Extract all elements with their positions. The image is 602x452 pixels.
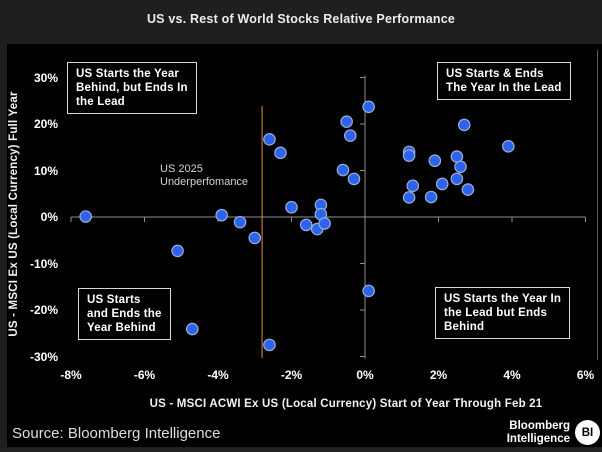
x-tick-label: -6% (133, 368, 156, 382)
y-tick-label: -10% (29, 256, 58, 271)
y-tick-label: 10% (33, 163, 58, 178)
quadrant-box-top-left: US Starts the Year Behind, but Ends In t… (67, 62, 197, 115)
y-tick-label: 0% (40, 210, 58, 224)
y-tick-label: -20% (29, 303, 58, 317)
source-text: Source: Bloomberg Intelligence (12, 425, 221, 442)
x-tick-label: -8% (60, 368, 82, 382)
title-bar: US vs. Rest of World Stocks Relative Per… (0, 0, 602, 44)
x-tick-label: -2% (280, 368, 303, 382)
y-tick-label: 30% (33, 70, 58, 85)
annotation-us-2025-underperformance: US 2025 Underperfomance (160, 163, 249, 188)
y-tick-label: 20% (33, 117, 58, 131)
bi-logo-badge: BI (575, 420, 600, 445)
quadrant-box-top-right: US Starts & Ends The Year In the Lead (437, 62, 571, 101)
y-tick-label: -30% (29, 349, 58, 364)
x-tick-label: 0% (356, 368, 374, 382)
y-axis-title: US - MSCI Ex US (Local Currency) Full Ye… (8, 91, 20, 337)
x-tick-label: 2% (429, 368, 448, 382)
chart-title: US vs. Rest of World Stocks Relative Per… (146, 12, 456, 26)
x-tick-label: -4% (207, 368, 229, 382)
x-axis-title: US - MSCI ACWI Ex US (Local Currency) St… (149, 398, 543, 410)
x-tick-label: 4% (503, 368, 521, 382)
bottom-strip (0, 448, 602, 452)
quadrant-box-bottom-left: US Starts and Ends the Year Behind (78, 288, 171, 341)
brand-wordmark: Bloomberg Intelligence (506, 420, 570, 445)
x-tick-label: 6% (576, 368, 595, 382)
quadrant-box-bottom-right: US Starts the Year In the Lead but Ends … (435, 287, 571, 340)
